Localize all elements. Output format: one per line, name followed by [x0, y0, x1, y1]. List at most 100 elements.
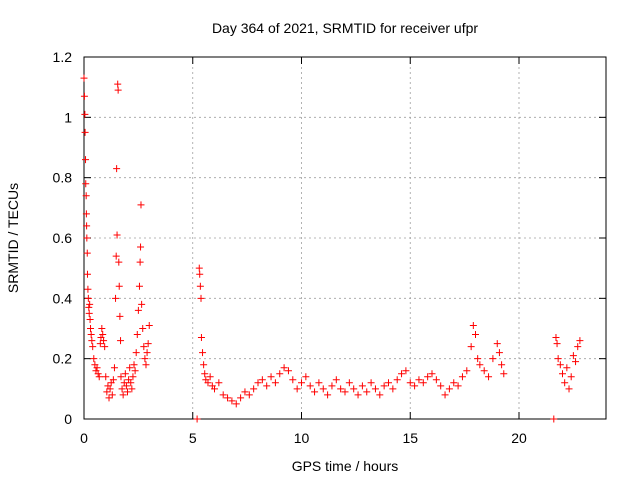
data-point [559, 370, 566, 378]
data-point [117, 337, 125, 345]
data-point [419, 379, 427, 387]
x-axis-label: GPS time / hours [292, 458, 399, 474]
data-point [83, 249, 91, 257]
data-point [228, 397, 236, 405]
data-point [280, 364, 288, 372]
data-point [337, 385, 345, 393]
data-point [206, 373, 214, 381]
data-point [332, 376, 340, 384]
data-point [196, 270, 204, 278]
data-point [493, 340, 501, 348]
data-point [85, 309, 93, 317]
y-tick-label: 0.6 [53, 230, 73, 246]
data-point [137, 201, 145, 209]
data-point [428, 370, 436, 378]
data-point [126, 364, 134, 372]
data-point [145, 321, 153, 329]
chart-title: Day 364 of 2021, SRMTID for receiver ufp… [212, 20, 478, 36]
data-point [115, 282, 123, 290]
data-point [83, 234, 91, 242]
data-point [263, 382, 271, 390]
data-point [199, 349, 207, 357]
data-point [80, 92, 88, 100]
data-point [140, 343, 148, 351]
data-point [84, 285, 92, 293]
data-point [197, 294, 205, 302]
data-point [293, 385, 301, 393]
tick-layer [83, 56, 606, 420]
y-tick-label: 0.4 [53, 290, 73, 306]
data-point [367, 379, 375, 387]
x-tick-label: 15 [402, 430, 418, 446]
data-point [82, 180, 90, 188]
data-point [385, 379, 392, 387]
data-point [271, 379, 279, 387]
data-point [87, 325, 95, 332]
data-point [103, 388, 111, 396]
data-point [402, 367, 410, 375]
data-point [119, 391, 127, 399]
data-point [376, 391, 384, 399]
data-point [129, 373, 137, 381]
data-point [565, 385, 573, 393]
data-point [469, 321, 477, 329]
data-point [358, 382, 366, 390]
y-tick-label: 0.8 [53, 170, 73, 186]
data-point [324, 391, 332, 399]
data-point [113, 231, 121, 239]
data-point [114, 80, 122, 88]
data-point [133, 331, 141, 339]
data-point [110, 364, 118, 372]
data-point [432, 376, 440, 384]
data-point [96, 340, 104, 348]
data-point [128, 385, 136, 393]
data-point [215, 379, 223, 387]
data-point [106, 385, 114, 393]
data-point [350, 385, 358, 393]
data-point [576, 337, 584, 345]
data-point [467, 343, 475, 351]
data-point [289, 376, 297, 384]
data-point [498, 361, 506, 369]
data-point [219, 391, 227, 399]
data-points [80, 74, 584, 423]
data-point [122, 382, 130, 390]
data-point [86, 315, 94, 323]
data-point [142, 361, 150, 369]
data-point [84, 294, 92, 302]
data-point [127, 379, 135, 387]
data-point [138, 300, 146, 308]
data-point [258, 376, 266, 384]
data-point [195, 264, 203, 272]
data-point [114, 86, 122, 94]
data-point [398, 370, 406, 378]
data-point [135, 282, 143, 290]
data-point [454, 382, 462, 390]
data-point [476, 361, 484, 369]
data-point [81, 110, 89, 118]
data-point [115, 258, 123, 266]
data-point [250, 385, 258, 393]
data-point [82, 156, 90, 164]
data-point [267, 373, 275, 381]
data-point [474, 355, 482, 363]
data-point [495, 349, 503, 357]
data-point [284, 367, 292, 375]
data-point [363, 388, 371, 396]
data-point [552, 334, 560, 342]
data-point [82, 192, 90, 200]
data-point [136, 258, 144, 266]
x-tick-label: 5 [189, 430, 197, 446]
data-point [108, 391, 116, 399]
data-point [94, 370, 102, 378]
data-point [354, 391, 362, 399]
data-point [130, 361, 138, 369]
data-point [105, 394, 113, 402]
data-point [437, 382, 445, 390]
data-point [276, 370, 284, 378]
y-tick-label: 1.2 [53, 49, 73, 65]
data-point [224, 394, 232, 402]
data-point [124, 388, 131, 396]
data-point [118, 385, 126, 393]
